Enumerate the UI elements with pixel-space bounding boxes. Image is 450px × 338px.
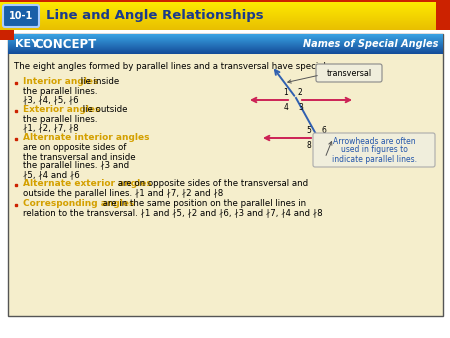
Text: Line and Angle Relationships: Line and Angle Relationships [46,9,264,23]
Bar [8,34,443,35]
Text: are on opposite sides of: are on opposite sides of [23,144,126,152]
Text: Arrowheads are often: Arrowheads are often [333,137,415,145]
Text: The eight angles formed by parallel lines and a transversal have special names.: The eight angles formed by parallel line… [14,62,360,71]
Bar [0,12,450,13]
Text: the parallel lines. ∤3 and: the parallel lines. ∤3 and [23,162,129,170]
Bar [0,27,450,28]
Bar [0,3,450,4]
Text: ∤5, ∤4 and ∤6: ∤5, ∤4 and ∤6 [23,170,80,179]
Text: lie inside: lie inside [78,77,119,87]
Text: 2: 2 [298,88,303,97]
Bar [0,14,450,15]
Bar [8,50,443,51]
Bar [8,38,443,39]
Text: Exterior angles: Exterior angles [23,105,100,115]
Bar [0,19,450,20]
Text: the parallel lines.: the parallel lines. [23,115,98,123]
Bar [8,53,443,54]
Bar [0,13,450,14]
Bar [8,37,443,38]
Text: 6: 6 [321,126,326,135]
Text: ∤1, ∤2, ∤7, ∤8: ∤1, ∤2, ∤7, ∤8 [23,123,79,132]
Text: 10-1: 10-1 [9,11,33,21]
Text: 3: 3 [298,103,303,112]
Bar [0,17,450,18]
Text: 8: 8 [306,141,311,150]
Bar [0,5,450,6]
Bar [0,25,450,26]
FancyBboxPatch shape [316,64,382,82]
Text: 1: 1 [283,88,288,97]
Text: the transversal and inside: the transversal and inside [23,152,135,162]
Bar [0,2,450,3]
Text: 5: 5 [306,126,311,135]
Bar [8,51,443,52]
FancyBboxPatch shape [313,133,435,167]
Text: KEY: KEY [15,39,39,49]
Text: Names of Special Angles: Names of Special Angles [302,39,438,49]
Text: 7: 7 [321,141,326,150]
Bar [0,22,450,23]
Text: Interior angles: Interior angles [23,77,99,87]
Text: transversal: transversal [326,69,372,77]
Bar [0,10,450,11]
Bar [8,42,443,43]
Bar [8,49,443,50]
FancyBboxPatch shape [3,5,39,27]
Bar [8,40,443,41]
Text: lie outside: lie outside [80,105,127,115]
Bar [0,18,450,19]
Bar [0,11,450,12]
Text: Corresponding angles: Corresponding angles [23,199,135,209]
Bar [8,46,443,47]
Bar [0,8,450,9]
Bar [8,43,443,44]
Bar [8,35,443,36]
Bar [0,24,450,25]
Bar [0,9,450,10]
Bar [436,0,450,30]
Text: indicate parallel lines.: indicate parallel lines. [332,154,417,164]
Text: are on opposite sides of the transversal and: are on opposite sides of the transversal… [115,179,308,189]
Text: Alternate interior angles: Alternate interior angles [23,134,149,143]
Text: are in the same position on the parallel lines in: are in the same position on the parallel… [100,199,306,209]
Text: CONCEPT: CONCEPT [34,38,96,50]
Text: ∤3, ∤4, ∤5, ∤6: ∤3, ∤4, ∤5, ∤6 [23,96,79,104]
Text: used in figures to: used in figures to [341,145,407,154]
Bar [0,20,450,21]
Bar [8,44,443,45]
Bar [8,45,443,46]
Bar [0,0,450,1]
Bar [8,41,443,42]
Text: the parallel lines.: the parallel lines. [23,87,98,96]
Bar [0,1,450,2]
Bar [0,4,450,5]
Bar [0,6,450,7]
Bar [0,16,450,17]
Text: 4: 4 [283,103,288,112]
Bar [0,28,450,29]
Bar [8,39,443,40]
Bar [0,21,450,22]
Text: relation to the transversal. ∤1 and ∤5, ∤2 and ∤6, ∤3 and ∤7, ∤4 and ∤8: relation to the transversal. ∤1 and ∤5, … [23,209,323,217]
Bar [0,15,450,16]
Text: outside the parallel lines. ∤1 and ∤7, ∤2 and ∤8: outside the parallel lines. ∤1 and ∤7, ∤… [23,189,223,197]
Bar [0,30,14,40]
Bar [0,29,450,30]
Bar [8,48,443,49]
Bar [8,34,443,316]
Bar [0,0,450,2]
Bar [8,47,443,48]
Bar [8,36,443,37]
Bar [0,26,450,27]
Bar [8,52,443,53]
Text: Alternate exterior angles: Alternate exterior angles [23,179,152,189]
Bar [0,23,450,24]
Bar [0,7,450,8]
